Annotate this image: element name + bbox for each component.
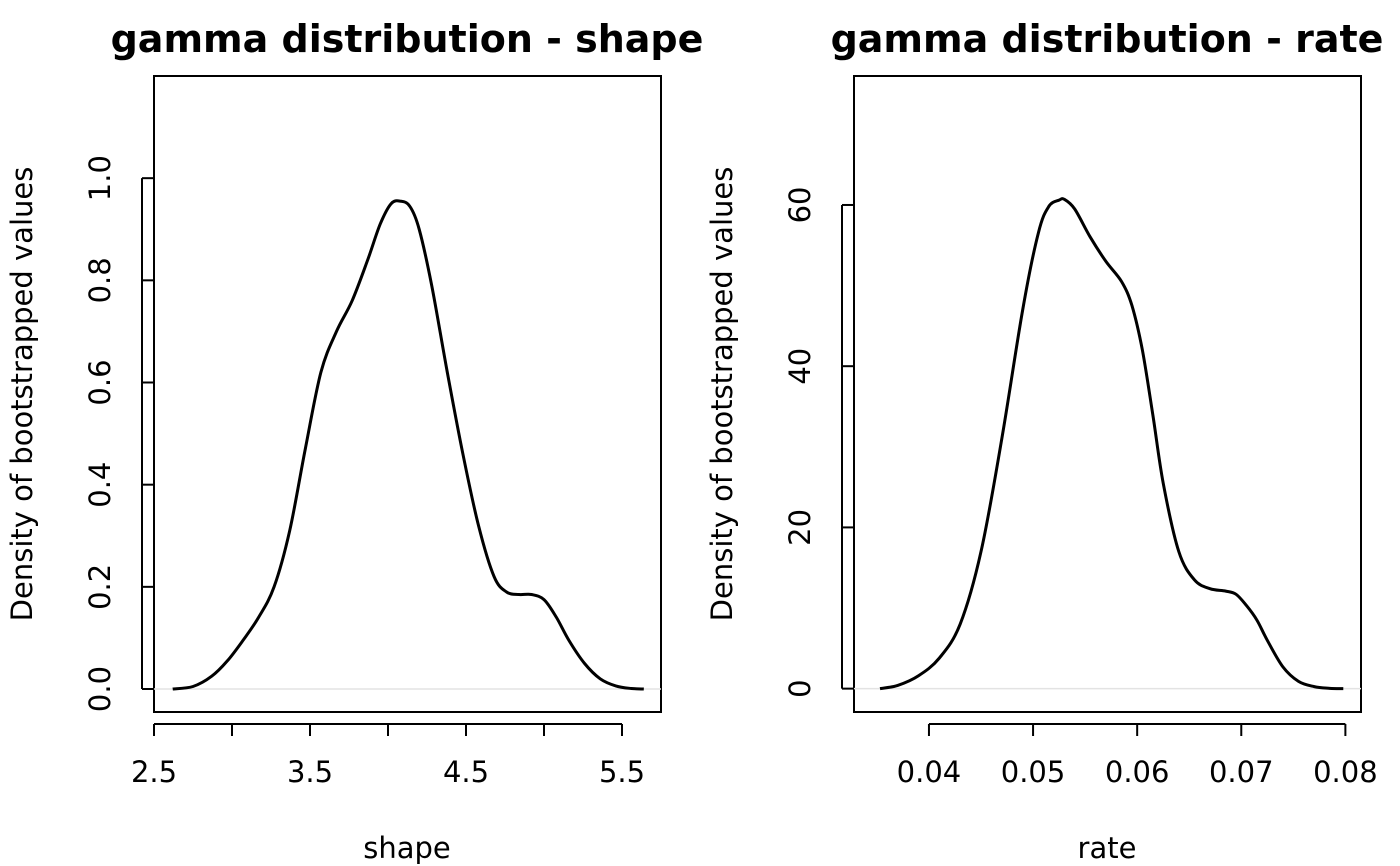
y-axis-label: Density of bootstrapped values bbox=[705, 167, 739, 622]
y-tick-label: 1.0 bbox=[83, 155, 117, 201]
x-axis-label: shape bbox=[363, 831, 451, 865]
x-tick-label: 4.5 bbox=[443, 755, 489, 789]
x-tick-label: 0.06 bbox=[1105, 755, 1170, 789]
y-tick-label: 60 bbox=[783, 187, 817, 224]
x-tick-label: 5.5 bbox=[599, 755, 645, 789]
rate-density-panel: gamma distribution - rate 0.04 0.05 0.06 0.… bbox=[705, 17, 1383, 865]
density-curve bbox=[879, 197, 1344, 691]
y-tick-label: 0.6 bbox=[83, 359, 117, 405]
x-tick-label: 0.07 bbox=[1209, 755, 1274, 789]
y-tick-label: 0 bbox=[783, 679, 817, 697]
x-tick-label: 0.04 bbox=[897, 755, 962, 789]
y-tick-label: 20 bbox=[783, 509, 817, 546]
x-axis-label: rate bbox=[1078, 831, 1137, 865]
density-curve bbox=[172, 199, 644, 691]
plot-frame bbox=[853, 75, 1362, 713]
y-tick-label: 0.0 bbox=[83, 666, 117, 712]
plot-frame bbox=[153, 75, 662, 713]
chart-title: gamma distribution - rate bbox=[831, 17, 1384, 61]
y-tick-label: 0.4 bbox=[83, 462, 117, 508]
shape-density-panel: gamma distribution - shape 2.5 3.5 4.5 5.5 0… bbox=[5, 17, 703, 865]
x-tick-label: 0.08 bbox=[1313, 755, 1378, 789]
y-axis-label: Density of bootstrapped values bbox=[5, 167, 39, 622]
x-tick-label: 2.5 bbox=[131, 755, 177, 789]
y-tick-label: 0.2 bbox=[83, 564, 117, 610]
y-tick-label: 0.8 bbox=[83, 257, 117, 303]
y-tick-label: 40 bbox=[783, 348, 817, 385]
x-tick-label: 0.05 bbox=[1001, 755, 1066, 789]
chart-title: gamma distribution - shape bbox=[111, 17, 704, 61]
x-tick-label: 3.5 bbox=[287, 755, 333, 789]
